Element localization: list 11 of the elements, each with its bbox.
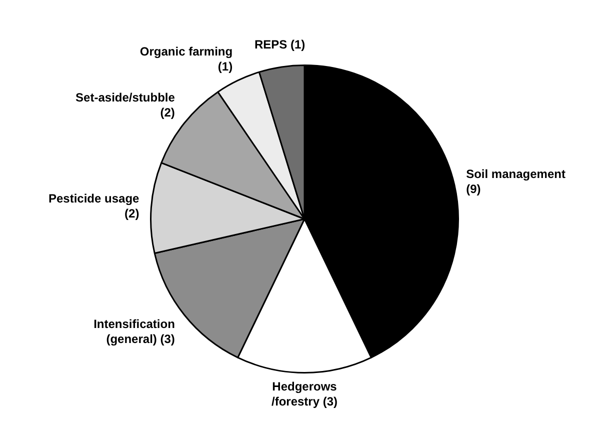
slice-label: Pesticide usage [48,191,140,206]
slice-label: Organic farming [140,44,233,58]
data-label: (2) [160,105,175,120]
slice-label: REPS (1) [254,37,306,52]
data-label: (2) [124,206,140,220]
slice-label: Intensification (general) (3) [94,317,175,346]
data-label: (9) [466,182,481,196]
slice-label: Set-aside/stubble [76,90,176,104]
slice-label: Soil management [466,166,566,181]
slice-label: Hedgerows /forestry (3) [271,380,338,409]
data-label: (1) [218,59,233,74]
